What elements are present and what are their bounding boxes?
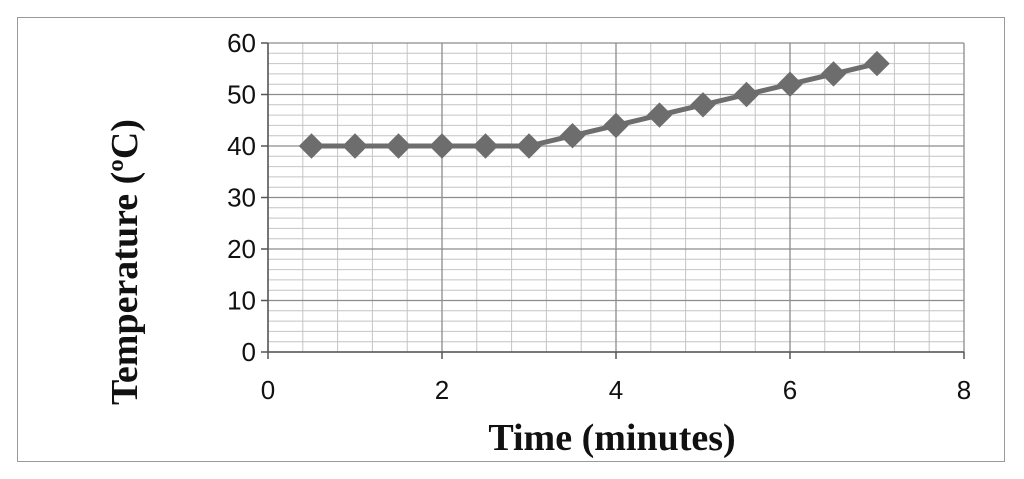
y-tick-label: 30 bbox=[227, 183, 256, 213]
y-tick-label: 50 bbox=[227, 80, 256, 110]
y-tick-label: 40 bbox=[227, 131, 256, 161]
x-tick-label: 4 bbox=[609, 375, 623, 405]
x-tick-label: 6 bbox=[783, 375, 797, 405]
data-point-diamond bbox=[603, 112, 629, 139]
axes bbox=[261, 42, 965, 359]
data-point-diamond bbox=[777, 71, 803, 97]
y-tick-label: 0 bbox=[242, 337, 256, 367]
data-point-diamond bbox=[429, 133, 455, 159]
data-point-diamond bbox=[646, 102, 673, 128]
y-tick-label: 10 bbox=[227, 286, 256, 316]
x-tick-label: 0 bbox=[261, 375, 275, 405]
y-axis-title: Temperature (ºC) bbox=[104, 119, 146, 405]
x-tick-label: 8 bbox=[957, 375, 971, 405]
data-point-diamond bbox=[559, 122, 586, 149]
data-point-diamond bbox=[385, 133, 412, 159]
chart-frame bbox=[17, 17, 1005, 462]
data-point-diamond bbox=[472, 133, 499, 159]
grid bbox=[267, 42, 965, 353]
y-tick-label: 20 bbox=[227, 234, 256, 264]
data-point-diamond bbox=[516, 133, 542, 159]
data-point-diamond bbox=[298, 133, 325, 159]
data-point-diamond bbox=[820, 61, 847, 87]
data-point-diamond bbox=[690, 92, 716, 118]
series-temperature bbox=[298, 50, 890, 159]
data-point-diamond bbox=[342, 133, 368, 159]
y-tick-label: 60 bbox=[227, 28, 256, 58]
x-axis-title: Time (minutes) bbox=[488, 417, 735, 459]
tick-labels: 0 10 20 30 40 50 60 0 2 4 6 8 bbox=[227, 28, 971, 405]
x-tick-label: 2 bbox=[435, 375, 449, 405]
data-point-diamond bbox=[864, 50, 890, 77]
data-point-diamond bbox=[733, 81, 760, 108]
